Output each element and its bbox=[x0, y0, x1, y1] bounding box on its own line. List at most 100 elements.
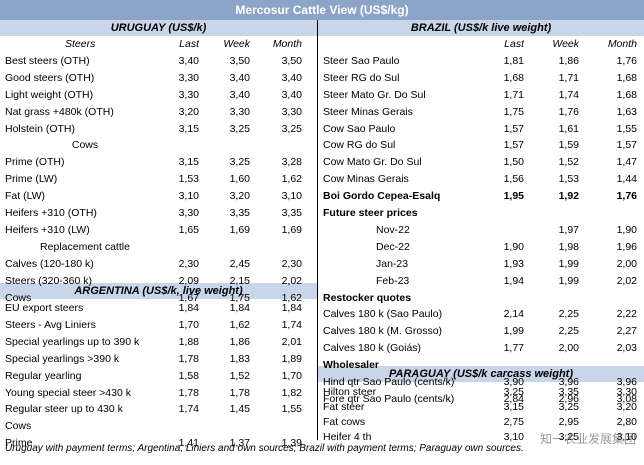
week-value: 3,35 bbox=[558, 386, 579, 398]
table-row: Fat (LW) 3,10 3,20 3,10 bbox=[0, 188, 318, 204]
month-value: 1,89 bbox=[281, 352, 302, 365]
col-last: Last bbox=[504, 38, 524, 50]
month-value: 2,03 bbox=[616, 342, 637, 355]
row-label: EU export steers bbox=[5, 302, 84, 314]
month-value: 1,55 bbox=[281, 403, 302, 416]
footer-note: Uruguay with payment terms; Argentina, L… bbox=[5, 443, 524, 454]
table-row: Heifers +310 (OTH) 3,30 3,35 3,35 bbox=[0, 205, 318, 221]
last-value: 1,88 bbox=[178, 335, 199, 348]
week-value: 2,45 bbox=[229, 257, 250, 270]
month-value: 1,55 bbox=[616, 122, 637, 135]
table-row: Regular yearling 1,58 1,52 1,70 bbox=[0, 368, 318, 384]
month-value: 2,27 bbox=[616, 325, 637, 338]
row-label: Steer Sao Paulo bbox=[323, 54, 400, 67]
month-value: 1,76 bbox=[616, 190, 637, 203]
week-value: 1,61 bbox=[558, 122, 579, 135]
week-value: 1,86 bbox=[558, 54, 579, 67]
week-value: 1,83 bbox=[229, 352, 250, 365]
month-value: 1,76 bbox=[616, 54, 637, 67]
row-label: Fore qtr Sao Paulo (cents/k) bbox=[323, 392, 455, 405]
column-headers: Last Week Month bbox=[318, 36, 644, 52]
brazil-header: BRAZIL (US$/k live weight) bbox=[318, 20, 644, 36]
last-value: 1,67 bbox=[178, 291, 199, 304]
last-value: 1,56 bbox=[503, 173, 524, 186]
table-row: Steer Minas Gerais 1,75 1,76 1,63 bbox=[318, 104, 644, 120]
row-label: Heifers +310 (LW) bbox=[5, 223, 90, 236]
last-value: 1,57 bbox=[503, 122, 524, 135]
row-label: Best steers (OTH) bbox=[5, 54, 90, 67]
row-label: Calves 180 k (Sao Paulo) bbox=[323, 308, 443, 321]
week-value: 1,74 bbox=[558, 88, 579, 101]
last-value: 1,75 bbox=[503, 105, 524, 118]
week-value: 1,52 bbox=[229, 369, 250, 382]
month-value: 2,80 bbox=[616, 416, 637, 428]
table-row: Steers - Avg Liniers 1,70 1,62 1,74 bbox=[0, 317, 318, 333]
table-row: Hind qtr Sao Paulo (cents/k) 3,90 3,96 3,96 bbox=[318, 374, 644, 390]
last-value: 1,99 bbox=[503, 325, 524, 338]
last-value: 1,81 bbox=[503, 54, 524, 67]
week-value: 1,75 bbox=[229, 291, 250, 304]
table-row: Prime 1,41 1,37 1,39 bbox=[0, 435, 318, 451]
table-row: Cows 1,67 1,75 1,62 bbox=[0, 290, 318, 306]
month-value: 3,40 bbox=[281, 88, 302, 101]
month-value: 3,10 bbox=[616, 431, 637, 443]
week-value: 1,45 bbox=[229, 403, 250, 416]
week-value: 2,25 bbox=[558, 325, 579, 338]
month-value: 1,39 bbox=[281, 437, 302, 450]
column-headers: Last Week Month Steers bbox=[0, 36, 318, 52]
row-label: Cow Sao Paulo bbox=[323, 122, 396, 135]
table-row: Cow RG do Sul 1,57 1,59 1,57 bbox=[318, 137, 644, 153]
table-row: Good steers (OTH) 3,30 3,40 3,40 bbox=[0, 70, 318, 86]
uruguay-header: URUGUAY (US$/k) bbox=[0, 20, 317, 36]
row-label: Cow Mato Gr. Do Sul bbox=[323, 156, 422, 169]
table-row: Calves 180 k (M. Grosso) 1,99 2,25 2,27 bbox=[318, 323, 644, 339]
row-label: Holstein (OTH) bbox=[5, 122, 76, 135]
last-value: 2,09 bbox=[178, 274, 199, 287]
replacement-label-text: Replacement cattle bbox=[40, 240, 130, 253]
table-row: Nat grass +480k (OTH) 3,20 3,30 3,30 bbox=[0, 104, 318, 120]
table-row: Light weight (OTH) 3,30 3,40 3,40 bbox=[0, 87, 318, 103]
table-row: Cows bbox=[0, 418, 318, 434]
cows-label: Cows bbox=[0, 137, 318, 153]
last-value: 1,77 bbox=[503, 342, 524, 355]
week-value: 1,59 bbox=[558, 139, 579, 152]
row-label: Steer Minas Gerais bbox=[323, 105, 413, 118]
month-value: 3,30 bbox=[616, 386, 637, 398]
table-row: Heifers +310 (LW) 1,65 1,69 1,69 bbox=[0, 222, 318, 238]
row-label: Special yearlings up to 390 k bbox=[5, 335, 140, 348]
last-value: 3,25 bbox=[503, 386, 524, 398]
week-value: 1,98 bbox=[558, 240, 579, 253]
row-label: Cows bbox=[5, 291, 32, 304]
week-value: 1,92 bbox=[558, 190, 579, 203]
week-value: 3,35 bbox=[229, 207, 250, 219]
week-value: 1,37 bbox=[229, 437, 250, 450]
row-label: Young special steer >430 k bbox=[5, 386, 131, 399]
week-value: 3,40 bbox=[229, 71, 250, 84]
last-value: 1,70 bbox=[178, 318, 199, 331]
table-row: Steer Sao Paulo 1,81 1,86 1,76 bbox=[318, 53, 644, 69]
week-value: 1,71 bbox=[558, 71, 579, 84]
last-value: 1,93 bbox=[503, 257, 524, 270]
last-value: 3,15 bbox=[503, 401, 524, 413]
last-value: 1,78 bbox=[178, 352, 199, 365]
row-label: Jan-23 bbox=[376, 257, 409, 270]
week-value: 2,00 bbox=[558, 342, 579, 355]
table-row: Feb-23 1,94 1,99 2,02 bbox=[318, 273, 644, 289]
cows-label-text: Cows bbox=[71, 139, 99, 152]
week-value: 3,20 bbox=[229, 190, 250, 203]
month-value: 2,00 bbox=[616, 257, 637, 270]
table-title: Mercosur Cattle View (US$/kg) bbox=[0, 0, 644, 20]
last-value: 2,75 bbox=[503, 416, 524, 428]
last-value: 1,53 bbox=[178, 173, 199, 186]
row-label: Light weight (OTH) bbox=[5, 88, 94, 101]
row-label: Prime (OTH) bbox=[5, 156, 65, 169]
row-label: Nov-22 bbox=[376, 223, 410, 236]
table-row: Steer RG do Sul 1,68 1,71 1,68 bbox=[318, 70, 644, 86]
col-week: Week bbox=[223, 38, 250, 50]
month-value: 3,20 bbox=[616, 401, 637, 413]
last-value: 3,90 bbox=[503, 376, 524, 388]
week-value: 2,15 bbox=[229, 274, 250, 287]
table-row: Cow Minas Gerais 1,56 1,53 1,44 bbox=[318, 171, 644, 187]
row-label: Hind qtr Sao Paulo (cents/k) bbox=[323, 376, 455, 388]
month-value: 2,02 bbox=[281, 274, 302, 287]
